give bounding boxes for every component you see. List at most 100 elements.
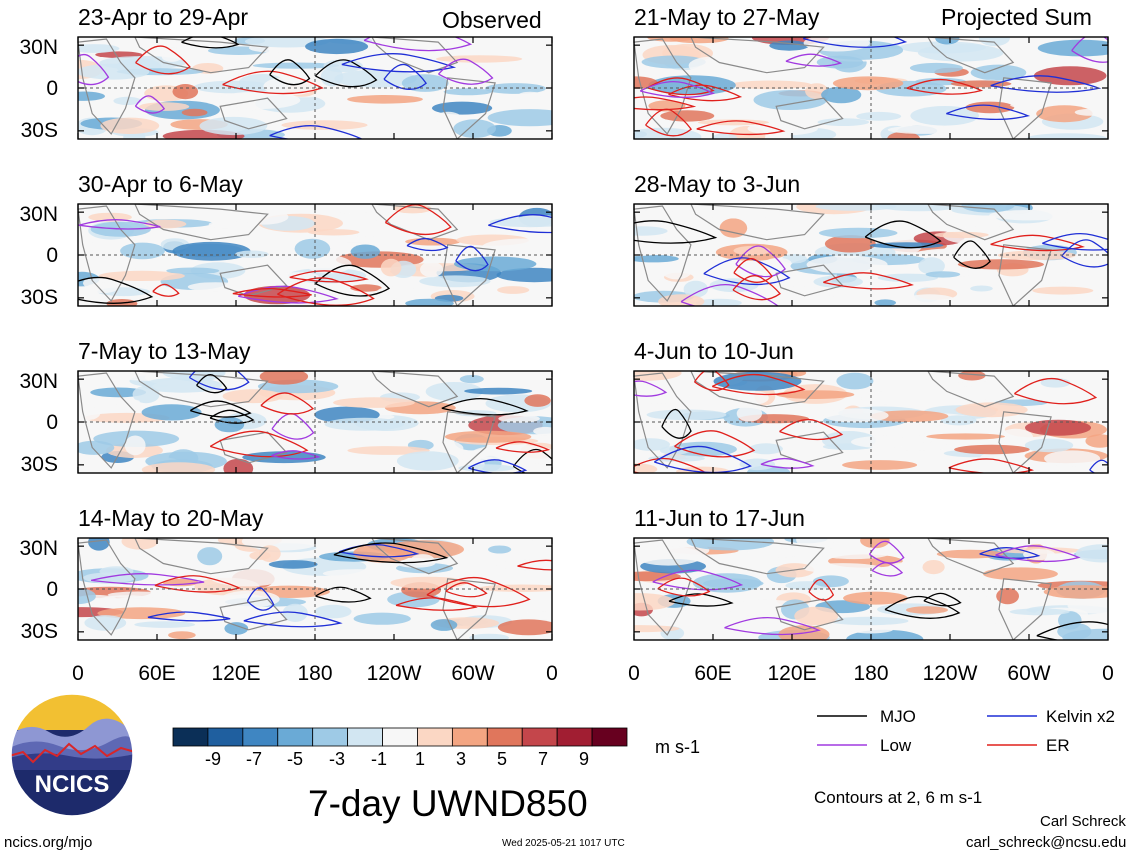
coastline — [78, 38, 136, 135]
colorbar-segment — [382, 727, 418, 747]
anomaly-patch — [322, 569, 393, 578]
coastline — [134, 37, 269, 74]
er-contour — [232, 287, 312, 298]
colorbar-tick: 3 — [455, 749, 467, 769]
anomaly-patch — [955, 402, 1028, 418]
anomaly-patch — [168, 631, 196, 639]
coastline — [927, 37, 1015, 74]
map-panel — [78, 538, 552, 640]
low-contour — [634, 380, 668, 397]
anomaly-patch — [420, 261, 444, 278]
anomaly-patch — [208, 220, 242, 229]
panel-title: 14-May to 20-May — [78, 505, 264, 531]
low-contour — [760, 457, 815, 469]
anomaly-patch — [688, 56, 733, 75]
coastline — [134, 204, 269, 241]
anomaly-patch — [634, 463, 658, 473]
anomaly-patch — [78, 398, 140, 405]
anomaly-patch — [487, 109, 552, 127]
anomaly-patch — [940, 415, 977, 426]
low-contour — [735, 245, 786, 278]
anomaly-patch — [1075, 544, 1108, 563]
kelvin-contour — [990, 75, 1102, 93]
er-contour — [154, 575, 242, 593]
coastline — [371, 204, 459, 241]
anomaly-patch — [909, 62, 963, 74]
anomaly-patch — [1024, 438, 1074, 453]
er-contour — [990, 234, 1085, 252]
anomaly-patch — [634, 571, 681, 582]
er-contour — [808, 578, 835, 601]
er-contour — [779, 418, 844, 441]
anomaly-patch — [954, 444, 1030, 455]
site-link[interactable]: ncics.org/mjo — [4, 834, 93, 851]
map-panel — [78, 37, 552, 139]
map-panels — [77, 36, 1109, 641]
anomaly-patch — [982, 567, 1058, 581]
anomaly-patch — [166, 267, 220, 275]
anomaly-patch — [851, 435, 916, 448]
anomaly-patch — [347, 446, 430, 455]
coastline — [219, 431, 288, 464]
anomaly-patch — [903, 294, 956, 306]
anomaly-patch — [934, 231, 989, 239]
anomaly-patch — [634, 438, 670, 451]
anomaly-patch — [404, 631, 442, 640]
map-panel — [634, 37, 1108, 139]
anomaly-patch — [917, 44, 1004, 62]
anomaly-patch — [484, 83, 546, 94]
coastline — [78, 372, 136, 469]
colorbar-segment — [417, 727, 453, 747]
observed-label: Observed — [442, 7, 542, 33]
anomaly-patch — [405, 298, 454, 306]
anomaly-patch — [817, 547, 891, 560]
coastline — [998, 77, 1052, 139]
lat-label: 30N — [19, 36, 58, 59]
anomaly-patch — [97, 607, 186, 620]
anomaly-patch — [350, 244, 380, 259]
anomaly-patch — [832, 76, 904, 91]
anomaly-patch — [970, 285, 993, 292]
mjo-contour — [953, 240, 991, 269]
anomaly-patch — [489, 217, 552, 228]
colorbar-tick: 9 — [578, 749, 590, 769]
anomaly-patch — [926, 433, 1005, 440]
low-contour — [680, 284, 780, 306]
email-link[interactable]: carl_schreck@ncsu.edu — [966, 834, 1127, 851]
er-contour — [260, 392, 315, 415]
panel-title: 11-Jun to 17-Jun — [634, 505, 805, 531]
colorbar-tick: -1 — [370, 749, 388, 769]
kelvin-contour — [406, 237, 449, 252]
anomaly-patch — [1032, 286, 1094, 295]
low-contour — [134, 95, 166, 114]
lon-label: 60E — [694, 662, 732, 685]
anomaly-patch — [390, 576, 467, 589]
anomaly-patch — [141, 404, 202, 421]
anomaly-patch — [100, 117, 160, 134]
coastline — [998, 244, 1052, 306]
er-contour — [657, 577, 711, 597]
anomaly-patch — [124, 435, 146, 456]
anomaly-patch — [363, 49, 445, 69]
anomaly-patch — [533, 426, 552, 436]
anomaly-patch — [997, 85, 1052, 93]
anomaly-patch — [218, 91, 301, 110]
anomaly-patch — [812, 575, 849, 588]
anomaly-patch — [305, 255, 352, 274]
anomaly-patch — [918, 257, 945, 275]
colorbar-tick: -9 — [204, 749, 222, 769]
colorbar-segment — [347, 727, 383, 747]
anomaly-patch — [634, 76, 658, 89]
mjo-contour — [1036, 621, 1108, 640]
anomaly-patch — [1009, 608, 1070, 616]
kelvin-contour — [147, 611, 231, 622]
er-contour — [696, 120, 786, 136]
anomaly-patch — [464, 387, 533, 395]
anomaly-patch — [860, 538, 890, 549]
anomaly-patch — [679, 96, 705, 115]
anomaly-patch — [1025, 419, 1091, 436]
anomaly-patch — [120, 242, 165, 260]
anomaly-patch — [764, 257, 792, 269]
timestamp: Wed 2025-05-21 1017 UTC — [502, 838, 625, 849]
anomaly-patch — [396, 451, 459, 471]
